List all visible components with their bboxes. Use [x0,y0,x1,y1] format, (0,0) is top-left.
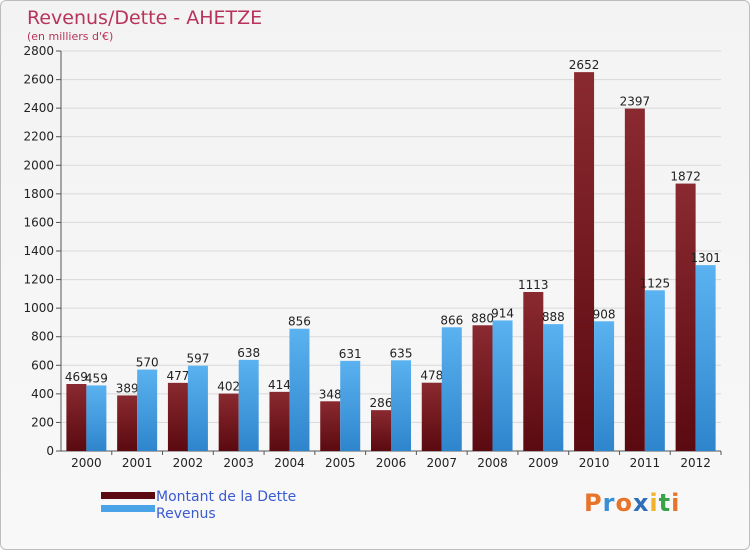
data-label-revenue: 866 [440,313,463,327]
bar-debt [523,292,544,451]
data-label-debt: 348 [319,387,342,401]
data-label-revenue: 908 [593,307,616,321]
data-label-revenue: 459 [85,371,108,385]
logo-letter: x [632,489,650,517]
bar-debt [167,382,188,451]
bar-debt [421,382,442,451]
data-label-debt: 414 [268,378,291,392]
data-label-debt: 477 [166,369,189,383]
y-tick-label: 2600 [23,73,54,87]
y-tick-label: 400 [31,387,54,401]
bar-revenue [187,365,208,451]
y-tick-label: 800 [31,330,54,344]
logo-letter: i [649,489,659,517]
y-tick-label: 1200 [23,273,54,287]
bar-revenue [695,265,716,451]
bar-revenue [238,359,259,451]
data-label-revenue: 914 [491,306,514,320]
bar-debt [320,401,341,451]
x-tick-label: 2004 [274,456,305,470]
logo-letter: o [615,489,633,517]
data-label-revenue: 635 [390,346,413,360]
bar-debt [269,391,290,451]
bar-revenue [543,324,564,451]
bar-revenue [137,369,158,451]
data-label-debt: 1872 [670,170,701,184]
data-label-revenue: 638 [237,346,260,360]
x-tick-label: 2003 [223,456,254,470]
data-label-revenue: 888 [542,310,565,324]
x-tick-label: 2005 [325,456,356,470]
bar-revenue [441,327,462,451]
bar-revenue [391,360,411,451]
y-tick-label: 200 [31,415,54,429]
data-label-revenue: 570 [136,356,159,370]
chart-subtitle: (en milliers d'€) [27,30,114,43]
bar-revenue [86,385,107,451]
legend-swatch-revenue [101,505,155,512]
data-label-revenue: 597 [186,352,209,366]
bar-revenue [492,320,513,451]
x-tick-label: 2000 [71,456,102,470]
x-tick-label: 2008 [477,456,508,470]
chart-title: Revenus/Dette - AHETZE [27,7,263,29]
data-label-debt: 286 [370,396,393,410]
bar-revenue [644,290,665,451]
y-tick-label: 0 [46,444,54,458]
bar-debt [675,183,696,452]
data-label-debt: 2652 [569,58,600,72]
logo-letter: t [658,489,672,517]
y-tick-label: 1000 [23,301,54,315]
legend-label-debt: Montant de la Dette [156,489,297,505]
x-tick-label: 2007 [426,456,457,470]
x-tick-label: 2002 [173,456,204,470]
x-tick-label: 2001 [122,456,153,470]
x-tick-label: 2012 [680,456,711,470]
x-tick-label: 2010 [579,456,610,470]
x-tick-label: 2006 [376,456,407,470]
y-tick-label: 2000 [23,158,54,172]
data-label-revenue: 1301 [690,251,721,265]
y-tick-label: 1600 [23,215,54,229]
legend-label-revenue: Revenus [156,506,216,522]
bar-revenue [340,360,361,451]
data-label-debt: 880 [471,311,494,325]
y-tick-label: 1800 [23,187,54,201]
data-label-debt: 1113 [518,278,549,292]
y-tick-label: 2400 [23,101,54,115]
x-tick-label: 2009 [528,456,559,470]
y-tick-label: 2800 [23,44,54,58]
bar-revenue [594,321,615,451]
bar-debt [574,72,595,452]
data-label-debt: 478 [420,369,443,383]
legend-swatch-debt [101,492,155,499]
bar-debt [117,395,138,451]
bar-debt [472,325,493,451]
y-tick-label: 600 [31,358,54,372]
data-label-debt: 2397 [620,95,651,109]
data-label-debt: 402 [217,380,240,394]
data-label-revenue: 1125 [640,276,671,290]
proxiti-logo: Proxiti [584,489,680,517]
data-label-revenue: 856 [288,315,311,329]
data-label-debt: 389 [116,381,139,395]
logo-letter: P [584,489,603,517]
x-tick-label: 2011 [630,456,661,470]
logo-letter: r [602,489,616,517]
data-label-debt: 469 [65,370,88,384]
data-label-revenue: 631 [339,347,362,361]
bar-debt [371,410,391,451]
logo-letter: i [671,489,681,517]
y-tick-label: 1400 [23,244,54,258]
bar-debt [624,108,645,452]
y-tick-label: 2200 [23,130,54,144]
bar-debt [66,384,87,451]
bar-debt [218,393,239,451]
bar-revenue [289,328,310,451]
